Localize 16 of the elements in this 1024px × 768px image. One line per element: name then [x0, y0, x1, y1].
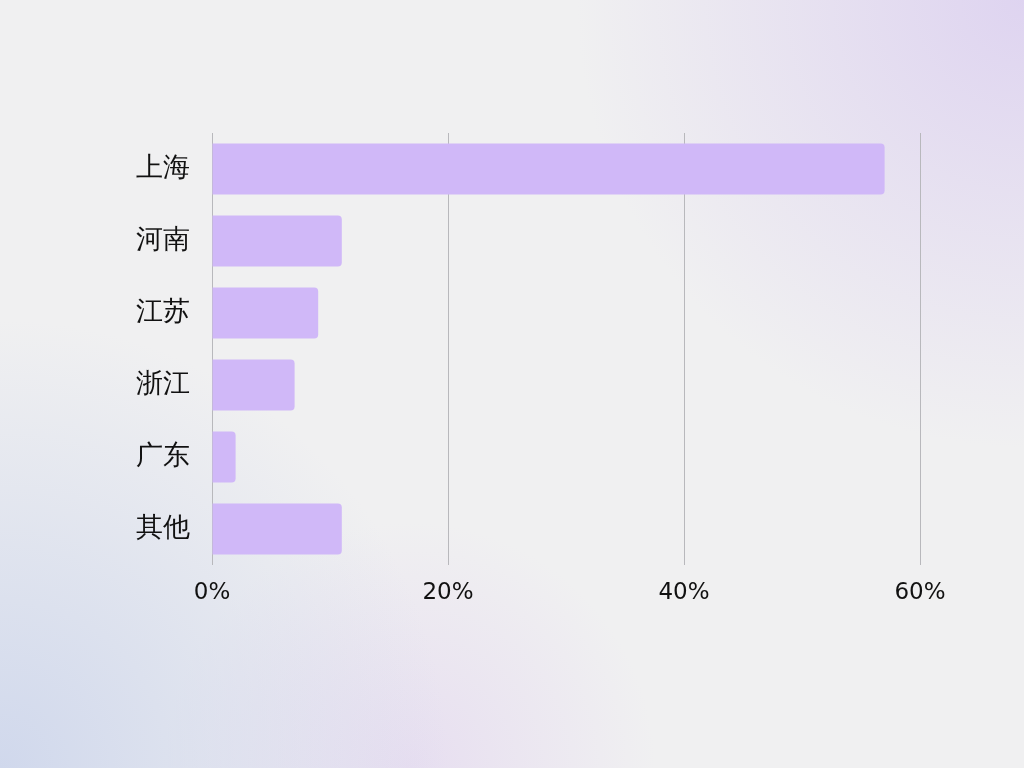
y-tick-label: 江苏 [136, 295, 190, 327]
y-tick-label: 河南 [136, 223, 190, 255]
bar [212, 431, 236, 483]
y-tick-label: 广东 [136, 439, 190, 471]
x-tick-label: 0% [193, 577, 231, 604]
x-tick-label: 20% [422, 577, 474, 604]
bar [212, 143, 885, 195]
x-tick-label: 60% [894, 577, 946, 604]
bar [212, 215, 342, 267]
bar [212, 287, 319, 339]
y-tick-label: 上海 [136, 151, 190, 183]
bar [212, 359, 295, 411]
bar [212, 503, 342, 555]
y-tick-label: 其他 [136, 511, 190, 543]
x-tick-label: 40% [658, 577, 710, 604]
y-tick-label: 浙江 [136, 367, 190, 399]
